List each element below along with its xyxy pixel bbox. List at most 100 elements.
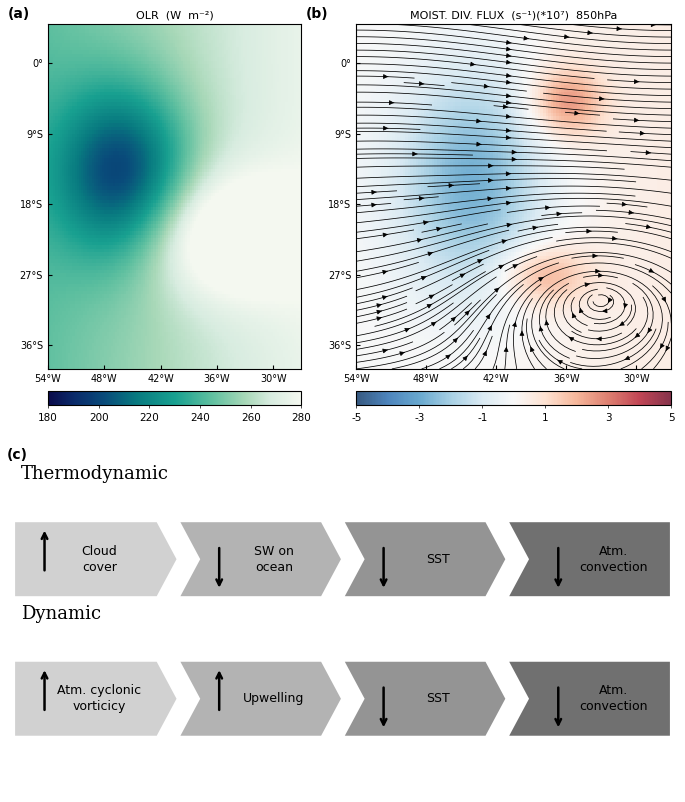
FancyArrowPatch shape bbox=[530, 346, 534, 351]
FancyArrowPatch shape bbox=[599, 97, 604, 100]
FancyArrowPatch shape bbox=[460, 273, 465, 277]
FancyArrowPatch shape bbox=[545, 206, 550, 209]
Text: (c): (c) bbox=[7, 448, 28, 462]
FancyArrowPatch shape bbox=[648, 328, 651, 333]
Text: Thermodynamic: Thermodynamic bbox=[21, 465, 169, 483]
FancyArrowPatch shape bbox=[506, 40, 511, 44]
FancyArrowPatch shape bbox=[423, 221, 428, 225]
FancyArrowPatch shape bbox=[488, 326, 492, 330]
FancyArrowPatch shape bbox=[640, 132, 645, 136]
FancyArrowPatch shape bbox=[585, 283, 590, 286]
FancyArrowPatch shape bbox=[538, 277, 543, 282]
FancyArrowPatch shape bbox=[495, 288, 499, 292]
Title: MOIST. DIV. FLUX  (s⁻¹)(*10⁷)  850hPa: MOIST. DIV. FLUX (s⁻¹)(*10⁷) 850hPa bbox=[410, 10, 617, 21]
FancyArrowPatch shape bbox=[384, 75, 388, 79]
FancyArrowPatch shape bbox=[483, 351, 486, 356]
FancyArrowPatch shape bbox=[533, 226, 538, 230]
Text: Dynamic: Dynamic bbox=[21, 605, 101, 622]
FancyArrowPatch shape bbox=[499, 265, 503, 269]
FancyArrowPatch shape bbox=[558, 360, 562, 364]
FancyArrowPatch shape bbox=[377, 304, 382, 307]
FancyArrowPatch shape bbox=[446, 354, 451, 358]
FancyArrowPatch shape bbox=[503, 105, 508, 108]
FancyArrowPatch shape bbox=[612, 237, 617, 241]
FancyArrowPatch shape bbox=[502, 240, 507, 243]
FancyArrowPatch shape bbox=[545, 320, 549, 325]
FancyArrowPatch shape bbox=[419, 196, 424, 200]
FancyArrowPatch shape bbox=[453, 338, 458, 342]
FancyArrowPatch shape bbox=[477, 142, 482, 146]
FancyArrowPatch shape bbox=[660, 343, 664, 348]
FancyArrowPatch shape bbox=[432, 322, 436, 326]
FancyArrowPatch shape bbox=[506, 94, 511, 98]
FancyArrowPatch shape bbox=[421, 277, 426, 280]
FancyArrowPatch shape bbox=[603, 309, 607, 313]
FancyArrowPatch shape bbox=[506, 172, 511, 176]
FancyArrowPatch shape bbox=[506, 47, 511, 51]
FancyArrowPatch shape bbox=[599, 273, 603, 277]
FancyArrowPatch shape bbox=[506, 136, 511, 140]
FancyArrowPatch shape bbox=[465, 310, 469, 315]
FancyArrowPatch shape bbox=[451, 317, 456, 322]
Polygon shape bbox=[507, 520, 671, 597]
FancyArrowPatch shape bbox=[488, 179, 493, 182]
FancyArrowPatch shape bbox=[506, 115, 511, 119]
FancyArrowPatch shape bbox=[629, 210, 634, 214]
FancyArrowPatch shape bbox=[419, 82, 424, 86]
FancyArrowPatch shape bbox=[484, 84, 489, 88]
FancyArrowPatch shape bbox=[512, 322, 516, 326]
FancyArrowPatch shape bbox=[428, 252, 433, 256]
FancyArrowPatch shape bbox=[427, 304, 432, 308]
FancyArrowPatch shape bbox=[412, 152, 417, 156]
FancyArrowPatch shape bbox=[506, 128, 511, 132]
FancyArrowPatch shape bbox=[384, 126, 388, 130]
FancyArrowPatch shape bbox=[666, 346, 670, 350]
Text: SST: SST bbox=[427, 553, 450, 565]
FancyArrowPatch shape bbox=[389, 101, 394, 104]
FancyArrowPatch shape bbox=[634, 79, 639, 83]
FancyArrowPatch shape bbox=[597, 337, 601, 341]
FancyArrowPatch shape bbox=[646, 151, 651, 155]
FancyArrowPatch shape bbox=[506, 187, 511, 190]
FancyArrowPatch shape bbox=[488, 164, 493, 168]
Polygon shape bbox=[178, 660, 342, 737]
FancyArrowPatch shape bbox=[524, 36, 529, 40]
FancyArrowPatch shape bbox=[634, 118, 639, 122]
FancyArrowPatch shape bbox=[488, 196, 493, 200]
FancyArrowPatch shape bbox=[557, 212, 562, 216]
Title: OLR  (W  m⁻²): OLR (W m⁻²) bbox=[136, 10, 214, 21]
FancyArrowPatch shape bbox=[596, 269, 600, 273]
FancyArrowPatch shape bbox=[512, 157, 516, 161]
FancyArrowPatch shape bbox=[622, 202, 627, 206]
Text: (a): (a) bbox=[8, 6, 29, 21]
FancyArrowPatch shape bbox=[449, 184, 453, 188]
FancyArrowPatch shape bbox=[564, 34, 569, 38]
FancyArrowPatch shape bbox=[506, 74, 511, 78]
FancyArrowPatch shape bbox=[506, 60, 511, 64]
FancyArrowPatch shape bbox=[569, 337, 574, 341]
FancyArrowPatch shape bbox=[619, 322, 624, 326]
FancyArrowPatch shape bbox=[506, 101, 511, 104]
FancyArrowPatch shape bbox=[463, 356, 467, 360]
FancyArrowPatch shape bbox=[477, 260, 482, 263]
FancyArrowPatch shape bbox=[635, 333, 640, 338]
FancyArrowPatch shape bbox=[572, 314, 576, 318]
FancyArrowPatch shape bbox=[400, 352, 405, 355]
FancyArrowPatch shape bbox=[617, 26, 621, 30]
FancyArrowPatch shape bbox=[377, 317, 382, 321]
FancyArrowPatch shape bbox=[646, 225, 651, 229]
FancyArrowPatch shape bbox=[506, 54, 511, 58]
FancyArrowPatch shape bbox=[539, 326, 543, 331]
FancyArrowPatch shape bbox=[623, 303, 627, 308]
Text: Atm. cyclonic
vorticicy: Atm. cyclonic vorticicy bbox=[58, 684, 141, 713]
FancyArrowPatch shape bbox=[506, 201, 511, 205]
Polygon shape bbox=[507, 660, 671, 737]
FancyArrowPatch shape bbox=[417, 238, 422, 242]
Polygon shape bbox=[342, 520, 507, 597]
Polygon shape bbox=[178, 520, 342, 597]
FancyArrowPatch shape bbox=[372, 190, 377, 194]
FancyArrowPatch shape bbox=[486, 314, 490, 319]
FancyArrowPatch shape bbox=[588, 30, 593, 34]
Polygon shape bbox=[342, 660, 507, 737]
FancyArrowPatch shape bbox=[372, 203, 377, 207]
